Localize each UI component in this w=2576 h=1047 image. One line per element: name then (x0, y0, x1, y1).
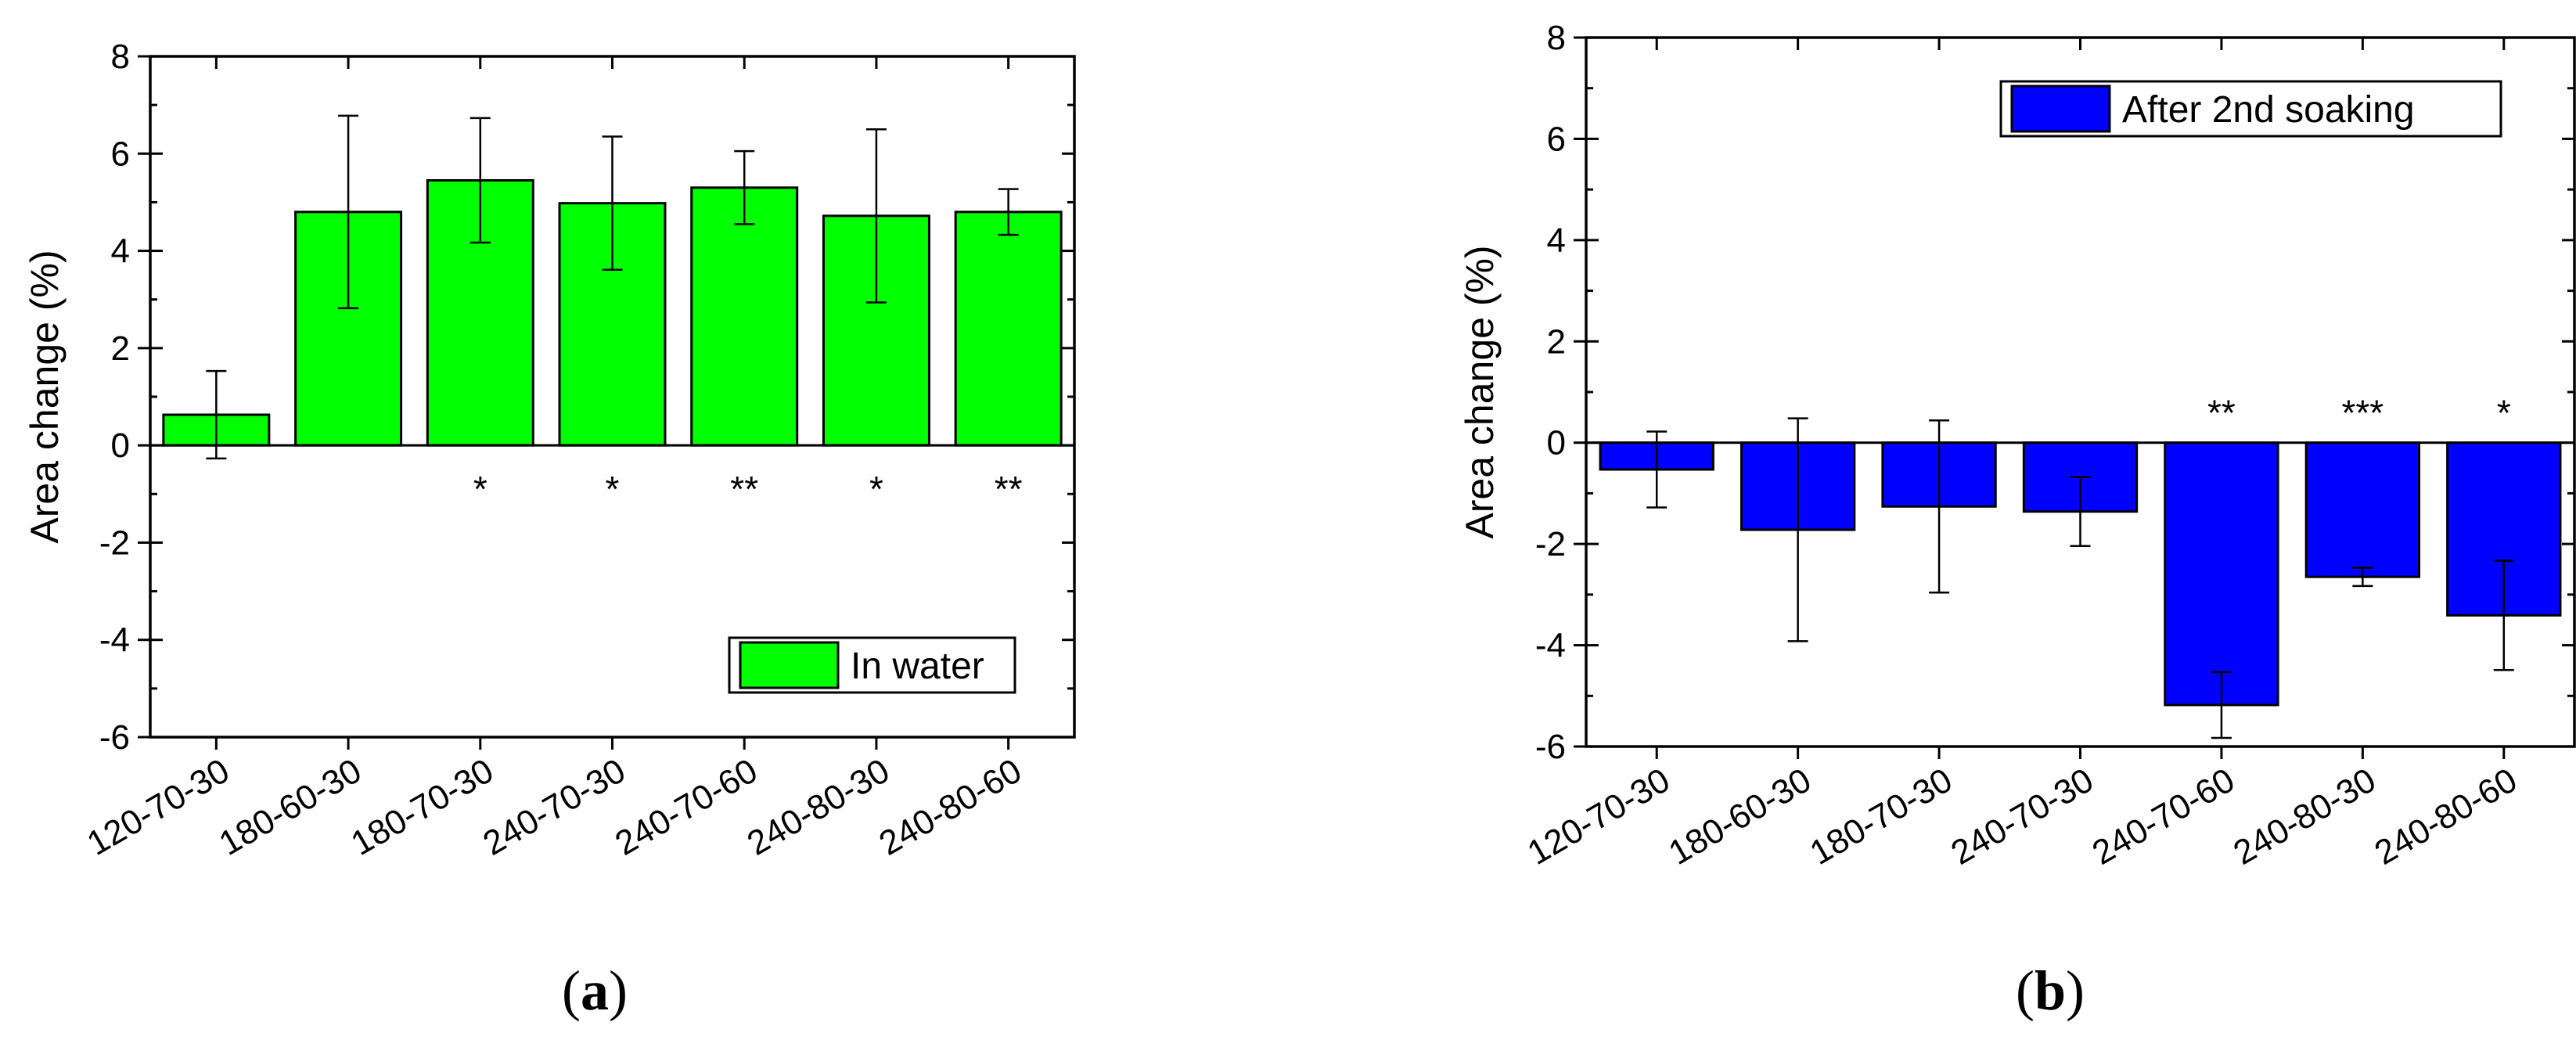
bar-240-80-60 (954, 210, 1063, 447)
x-category-label: 180-60-30 (1662, 761, 1817, 872)
x-category-label: 240-80-60 (2369, 761, 2524, 872)
y-tick-label: 8 (111, 38, 130, 76)
y-tick-label: 2 (111, 329, 130, 368)
y-tick-label: 8 (1547, 19, 1566, 57)
x-category-label: 180-60-30 (213, 751, 368, 863)
y-tick-label: 6 (1547, 120, 1566, 158)
significance-marker-5: * (869, 469, 883, 509)
y-tick-label: -6 (1535, 728, 1566, 766)
significance-marker-4: ** (2207, 393, 2236, 434)
x-category-label: 240-70-60 (2086, 761, 2241, 872)
y-tick-label: -2 (1535, 525, 1566, 563)
y-tick-label: 0 (1547, 424, 1566, 462)
bar-240-70-60 (2164, 441, 2279, 707)
y-tick-label: -4 (1535, 627, 1566, 665)
significance-marker-3: * (606, 469, 620, 509)
plot-frame (1585, 36, 2576, 748)
y-axis-title: Area change (%) (23, 250, 67, 543)
bar-240-70-60 (690, 186, 799, 447)
x-category-label: 120-70-30 (81, 751, 236, 863)
x-category-label: 240-80-60 (872, 751, 1027, 863)
x-category-label: 240-80-30 (2227, 761, 2382, 872)
y-tick-label: -6 (99, 718, 130, 757)
significance-marker-2: * (473, 469, 487, 509)
x-category-label: 240-80-30 (741, 751, 896, 863)
x-category-label: 180-70-30 (1804, 761, 1959, 872)
x-category-label: 180-70-30 (345, 751, 500, 863)
panel-b-chart: ** *** *-6-4-202468120-70-30180-60-30180-7… (1458, 19, 2576, 1022)
panel-a-chart: * * ** * **-6-4-202468120-70-30180-60-30180-… (23, 38, 1076, 1022)
y-tick-label: 2 (1547, 322, 1566, 361)
significance-marker-4: ** (730, 469, 758, 509)
y-tick-label: -2 (99, 524, 130, 562)
x-category-label: 240-70-30 (477, 751, 631, 863)
y-tick-label: 6 (111, 135, 130, 173)
y-tick-label: 4 (1547, 221, 1566, 260)
y-tick-label: 4 (111, 232, 130, 271)
significance-marker-5: *** (2341, 393, 2384, 434)
x-category-label: 120-70-30 (1521, 761, 1676, 872)
legend-swatch (2010, 85, 2111, 133)
legend-label: In water (851, 646, 984, 687)
significance-marker-6: * (2497, 393, 2511, 434)
y-axis-title: Area change (%) (1458, 245, 1502, 538)
x-category-label: 240-70-30 (1945, 761, 2099, 872)
y-tick-label: 0 (111, 426, 130, 465)
y-tick-label: -4 (99, 621, 130, 660)
panel-label: (b) (2016, 959, 2085, 1022)
x-category-label: 240-70-60 (609, 751, 764, 863)
legend-swatch (739, 641, 840, 689)
panel-letter: a (581, 959, 609, 1022)
significance-marker-6: ** (995, 469, 1023, 509)
panel-letter: b (2035, 959, 2066, 1022)
legend-label: After 2nd soaking (2122, 89, 2415, 131)
panel-label: (a) (562, 959, 628, 1022)
bar-240-80-30 (2304, 441, 2421, 578)
